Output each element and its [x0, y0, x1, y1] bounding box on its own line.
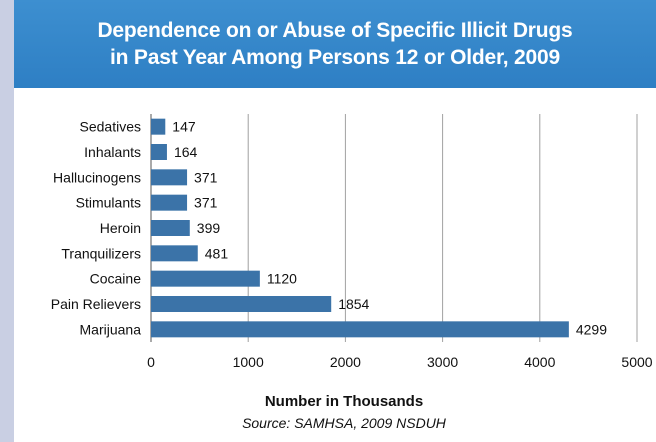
- data-label: 399: [197, 220, 221, 236]
- bar: [151, 144, 167, 160]
- bar: [151, 118, 166, 135]
- data-label: 4299: [576, 321, 607, 337]
- category-label: Cocaine: [90, 271, 142, 287]
- category-label: Stimulants: [76, 195, 141, 211]
- bar-chart: 147 Sedatives 164 Inhalants 371 Hallucinogens…: [51, 114, 653, 431]
- bar: [151, 194, 188, 211]
- x-tick-label: 1000: [233, 354, 264, 370]
- category-label: Heroin: [100, 220, 141, 236]
- chart-panel: Dependence on or Abuse of Specific Illic…: [14, 0, 656, 442]
- x-tick-label: 3000: [427, 354, 458, 370]
- data-label: 371: [194, 169, 218, 185]
- category-label: Hallucinogens: [53, 169, 141, 185]
- x-tick-label: 5000: [621, 354, 652, 370]
- bar: [151, 270, 260, 287]
- data-label: 1120: [267, 271, 297, 287]
- category-label: Inhalants: [84, 144, 141, 160]
- data-label: 164: [174, 144, 198, 160]
- data-label: 147: [172, 119, 196, 135]
- data-label: 481: [205, 245, 229, 261]
- bar: [151, 296, 332, 312]
- x-tick-label: 0: [147, 354, 155, 370]
- bar: [151, 321, 569, 338]
- category-label: Tranquilizers: [61, 245, 141, 261]
- chart-title-line-1: Dependence on or Abuse of Specific Illic…: [97, 19, 573, 42]
- category-label: Pain Relievers: [51, 296, 141, 312]
- category-label: Marijuana: [80, 321, 142, 337]
- data-label: 371: [194, 195, 218, 211]
- chart-title-line-2: in Past Year Among Persons 12 or Older, …: [110, 46, 560, 69]
- bar: [151, 169, 188, 186]
- bar: [151, 245, 198, 262]
- x-tick-label: 4000: [524, 354, 555, 370]
- source-note: Source: SAMHSA, 2009 NSDUH: [242, 415, 447, 431]
- x-axis-title: Number in Thousands: [265, 393, 423, 410]
- bar: [151, 220, 190, 236]
- category-label: Sedatives: [80, 119, 141, 135]
- left-border-strip: [0, 0, 14, 442]
- chart-header: Dependence on or Abuse of Specific Illic…: [14, 0, 656, 88]
- data-label: 1854: [338, 296, 369, 312]
- x-tick-label: 2000: [330, 354, 361, 370]
